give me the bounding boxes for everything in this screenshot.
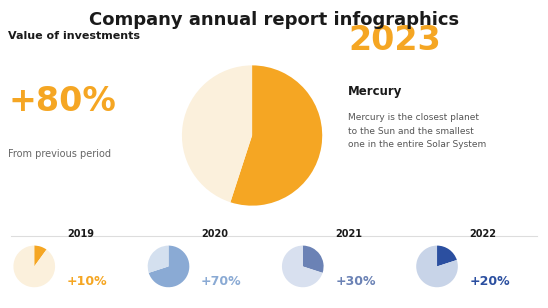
Text: +20%: +20% — [470, 275, 510, 288]
Text: 2023: 2023 — [348, 24, 441, 57]
Wedge shape — [34, 245, 47, 266]
Wedge shape — [148, 245, 169, 273]
Wedge shape — [149, 245, 189, 287]
Text: 2020: 2020 — [201, 229, 228, 239]
Text: +70%: +70% — [201, 275, 242, 288]
Text: Value of investments: Value of investments — [8, 31, 140, 41]
Text: From previous period: From previous period — [8, 149, 111, 159]
Wedge shape — [302, 245, 323, 273]
Wedge shape — [437, 245, 457, 266]
Wedge shape — [230, 65, 322, 206]
Text: Mercury: Mercury — [348, 85, 402, 98]
Text: 2021: 2021 — [335, 229, 362, 239]
Wedge shape — [182, 65, 252, 202]
Text: Company annual report infographics: Company annual report infographics — [89, 11, 459, 29]
Text: 2019: 2019 — [67, 229, 94, 239]
Wedge shape — [282, 245, 323, 287]
Wedge shape — [416, 245, 458, 287]
Wedge shape — [14, 245, 55, 287]
Text: +80%: +80% — [8, 85, 116, 118]
Text: +30%: +30% — [335, 275, 376, 288]
Text: +10%: +10% — [67, 275, 107, 288]
Text: 2022: 2022 — [470, 229, 496, 239]
Text: Mercury is the closest planet
to the Sun and the smallest
one in the entire Sola: Mercury is the closest planet to the Sun… — [348, 113, 486, 149]
